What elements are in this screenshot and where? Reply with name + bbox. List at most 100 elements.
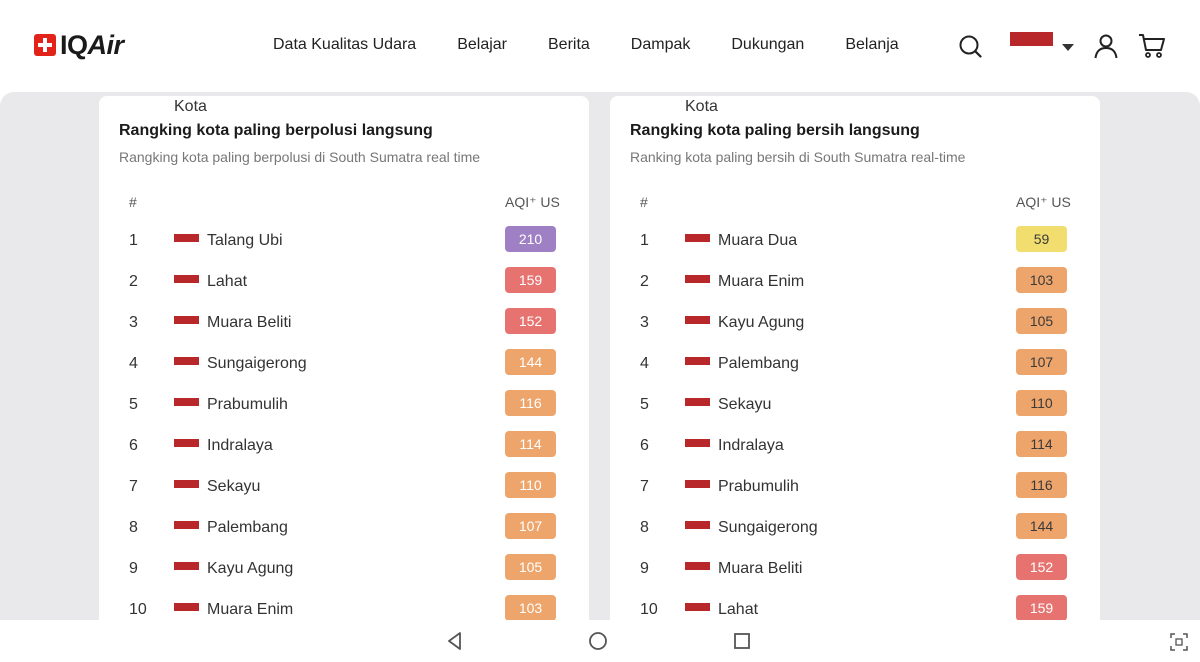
indonesia-flag-icon <box>174 521 199 529</box>
nav-item-dampak[interactable]: Dampak <box>630 36 691 53</box>
swiss-cross-icon <box>34 34 56 56</box>
header-rank: # <box>129 194 137 210</box>
table-row[interactable]: 9 Muara Beliti 152 <box>610 554 1100 599</box>
nav-item-data-kualitas-udara[interactable]: Data Kualitas Udara <box>273 36 417 53</box>
city-name-link[interactable]: Kayu Agung <box>718 314 805 331</box>
aqi-badge: 210 <box>505 226 556 252</box>
table-row[interactable]: 8 Palembang 107 <box>99 513 589 558</box>
cart-icon[interactable] <box>1138 33 1166 59</box>
city-name-link[interactable]: Prabumulih <box>718 478 799 495</box>
rank-number: 1 <box>129 232 138 249</box>
table-row[interactable]: 9 Kayu Agung 105 <box>99 554 589 599</box>
recent-apps-square-icon[interactable] <box>731 630 753 652</box>
rank-number: 9 <box>129 560 138 577</box>
indonesia-flag-icon <box>174 234 199 242</box>
rank-number: 7 <box>129 478 138 495</box>
city-name-link[interactable]: Prabumulih <box>207 396 288 413</box>
nav-item-belanja[interactable]: Belanja <box>845 36 899 53</box>
table-row[interactable]: 6 Indralaya 114 <box>610 431 1100 476</box>
city-name-link[interactable]: Palembang <box>207 519 288 536</box>
language-selector[interactable] <box>1010 32 1076 56</box>
table-row[interactable]: 1 Muara Dua 59 <box>610 226 1100 271</box>
table-row[interactable]: 1 Talang Ubi 210 <box>99 226 589 271</box>
aqi-badge: 107 <box>1016 349 1067 375</box>
site-header: IQAir Data Kualitas Udara Belajar Berita… <box>0 0 1200 92</box>
rank-number: 6 <box>129 437 138 454</box>
city-name-link[interactable]: Palembang <box>718 355 799 372</box>
table-row[interactable]: 7 Prabumulih 116 <box>610 472 1100 517</box>
city-name-link[interactable]: Lahat <box>207 273 248 290</box>
aqi-badge: 114 <box>1016 431 1067 457</box>
city-name-link[interactable]: Talang Ubi <box>207 232 283 249</box>
search-icon[interactable] <box>958 34 982 58</box>
table-row[interactable]: 8 Sungaigerong 144 <box>610 513 1100 558</box>
user-icon[interactable] <box>1093 33 1119 59</box>
table-row[interactable]: 4 Sungaigerong 144 <box>99 349 589 394</box>
screen-scan-icon[interactable] <box>1170 633 1188 651</box>
table-row[interactable]: 4 Palembang 107 <box>610 349 1100 394</box>
aqi-badge: 105 <box>1016 308 1067 334</box>
table-row[interactable]: 2 Muara Enim 103 <box>610 267 1100 312</box>
indonesia-flag-icon <box>685 480 710 488</box>
city-name-link[interactable]: Kayu Agung <box>207 560 294 577</box>
table-row[interactable]: 10 Muara Enim 103 <box>99 595 589 620</box>
system-nav-bar <box>0 620 1200 662</box>
indonesia-flag-icon <box>685 357 710 365</box>
aqi-badge: 107 <box>505 513 556 539</box>
city-name-link[interactable]: Muara Beliti <box>718 560 803 577</box>
header-city: Kota <box>685 98 718 115</box>
aqi-badge: 152 <box>505 308 556 334</box>
indonesia-flag-icon <box>1010 32 1053 46</box>
table-row[interactable]: 5 Prabumulih 116 <box>99 390 589 435</box>
indonesia-flag-icon <box>174 275 199 283</box>
table-row[interactable]: 6 Indralaya 114 <box>99 431 589 476</box>
rank-number: 5 <box>640 396 649 413</box>
card-subtitle: Ranking kota paling bersih di South Suma… <box>630 149 966 165</box>
chevron-down-icon <box>1062 44 1074 51</box>
rank-number: 1 <box>640 232 649 249</box>
indonesia-flag-icon <box>685 234 710 242</box>
header-rank: # <box>640 194 648 210</box>
city-name-link[interactable]: Sungaigerong <box>718 519 818 536</box>
logo-text: IQAir <box>60 29 124 60</box>
city-name-link[interactable]: Sekayu <box>718 396 772 413</box>
aqi-badge: 114 <box>505 431 556 457</box>
indonesia-flag-icon <box>685 398 710 406</box>
city-name-link[interactable]: Sekayu <box>207 478 261 495</box>
nav-item-belajar[interactable]: Belajar <box>457 36 507 53</box>
table-row[interactable]: 3 Kayu Agung 105 <box>610 308 1100 353</box>
city-name-link[interactable]: Sungaigerong <box>207 355 307 372</box>
rank-number: 4 <box>640 355 649 372</box>
indonesia-flag-icon <box>685 603 710 611</box>
indonesia-flag-icon <box>685 275 710 283</box>
aqi-badge: 159 <box>1016 595 1067 620</box>
table-row[interactable]: 5 Sekayu 110 <box>610 390 1100 435</box>
indonesia-flag-icon <box>685 316 710 324</box>
aqi-badge: 116 <box>1016 472 1067 498</box>
rank-number: 7 <box>640 478 649 495</box>
iqair-logo[interactable]: IQAir <box>34 28 124 62</box>
nav-item-dukungan[interactable]: Dukungan <box>731 36 805 53</box>
rank-number: 5 <box>129 396 138 413</box>
city-name-link[interactable]: Muara Beliti <box>207 314 292 331</box>
city-name-link[interactable]: Indralaya <box>718 437 784 454</box>
table-row[interactable]: 3 Muara Beliti 152 <box>99 308 589 353</box>
table-row[interactable]: 7 Sekayu 110 <box>99 472 589 517</box>
indonesia-flag-icon <box>174 439 199 447</box>
city-name-link[interactable]: Indralaya <box>207 437 273 454</box>
nav-item-berita[interactable]: Berita <box>548 36 590 53</box>
back-triangle-icon[interactable] <box>444 630 466 652</box>
city-name-link[interactable]: Muara Enim <box>718 273 805 290</box>
table-row[interactable]: 2 Lahat 159 <box>99 267 589 312</box>
city-name-link[interactable]: Muara Dua <box>718 232 798 249</box>
city-name-link[interactable]: Muara Enim <box>207 601 294 618</box>
aqi-badge: 103 <box>1016 267 1067 293</box>
aqi-badge: 110 <box>1016 390 1067 416</box>
rank-number: 6 <box>640 437 649 454</box>
header-city: Kota <box>174 98 207 115</box>
city-name-link[interactable]: Lahat <box>718 601 759 618</box>
table-row[interactable]: 10 Lahat 159 <box>610 595 1100 620</box>
home-circle-icon[interactable] <box>587 630 609 652</box>
rank-number: 3 <box>129 314 138 331</box>
aqi-badge: 152 <box>1016 554 1067 580</box>
